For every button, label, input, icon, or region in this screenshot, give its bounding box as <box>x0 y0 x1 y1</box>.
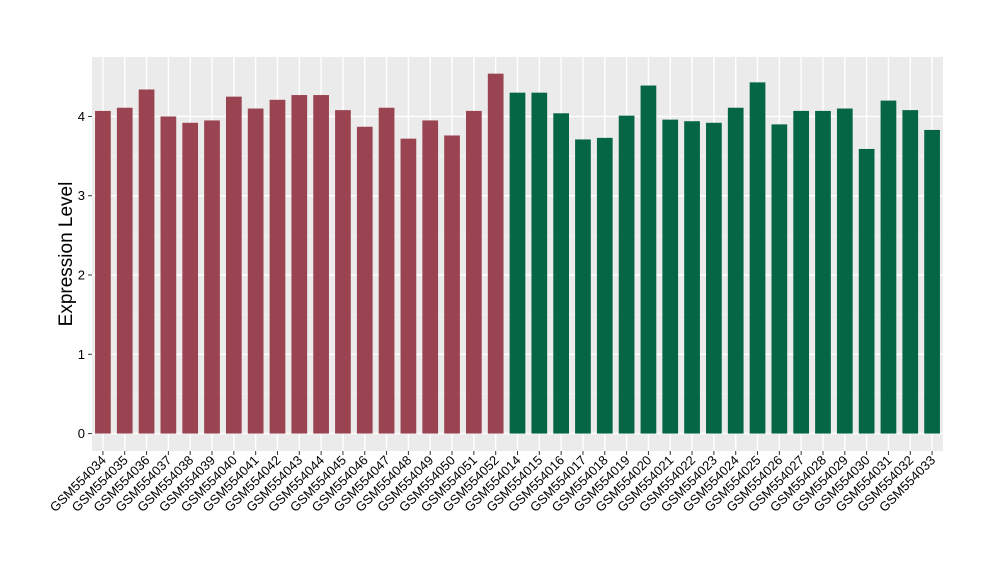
bar-GSM554039 <box>204 120 220 434</box>
bar-GSM554048 <box>400 138 417 434</box>
y-axis: 0 1 2 3 4 <box>78 109 92 441</box>
bar-GSM554042 <box>269 99 286 434</box>
bar-GSM554044 <box>313 95 329 434</box>
bar-GSM554030 <box>858 148 875 434</box>
bar-GSM554041 <box>247 108 264 434</box>
bar-GSM554036 <box>138 89 155 434</box>
bar-GSM554035 <box>116 107 133 434</box>
bar-GSM554023 <box>706 122 722 434</box>
bar-GSM554024 <box>727 107 744 434</box>
bar-GSM554026 <box>771 124 788 434</box>
bar-GSM554049 <box>422 120 439 434</box>
bar-GSM554017 <box>575 139 591 434</box>
bar-GSM554028 <box>815 110 831 434</box>
bar-GSM554018 <box>596 137 613 434</box>
bars <box>95 73 940 434</box>
bar-GSM554021 <box>662 119 679 434</box>
bar-GSM554047 <box>378 107 395 434</box>
bar-GSM554020 <box>640 85 657 434</box>
bar-GSM554046 <box>356 126 373 434</box>
bar-GSM554025 <box>749 82 766 434</box>
bar-GSM554034 <box>95 110 111 434</box>
bar-GSM554032 <box>902 110 919 434</box>
y-tick-label: 0 <box>78 426 85 441</box>
bar-GSM554040 <box>225 96 242 434</box>
bar-GSM554043 <box>291 95 308 434</box>
bar-GSM554052 <box>487 73 504 434</box>
bar-GSM554016 <box>553 113 569 434</box>
y-tick-label: 3 <box>78 188 85 203</box>
bar-GSM554014 <box>509 92 526 434</box>
x-axis: GSM554034GSM554035GSM554036GSM554037GSM5… <box>47 451 938 515</box>
y-tick-label: 1 <box>78 347 85 362</box>
y-tick-label: 4 <box>78 109 85 124</box>
bar-GSM554037 <box>160 116 177 434</box>
bar-GSM554033 <box>924 129 940 434</box>
bar-GSM554038 <box>182 122 199 434</box>
bar-GSM554015 <box>531 92 548 434</box>
bar-GSM554031 <box>880 100 897 434</box>
bar-GSM554045 <box>335 110 351 434</box>
bar-GSM554029 <box>836 108 853 434</box>
bar-GSM554050 <box>444 135 460 434</box>
y-tick-label: 2 <box>78 268 85 283</box>
bar-GSM554019 <box>618 115 635 434</box>
y-axis-title: Expression Level <box>56 182 77 327</box>
bar-GSM554022 <box>684 121 700 434</box>
bar-GSM554027 <box>793 110 810 434</box>
bar-GSM554051 <box>466 110 482 434</box>
